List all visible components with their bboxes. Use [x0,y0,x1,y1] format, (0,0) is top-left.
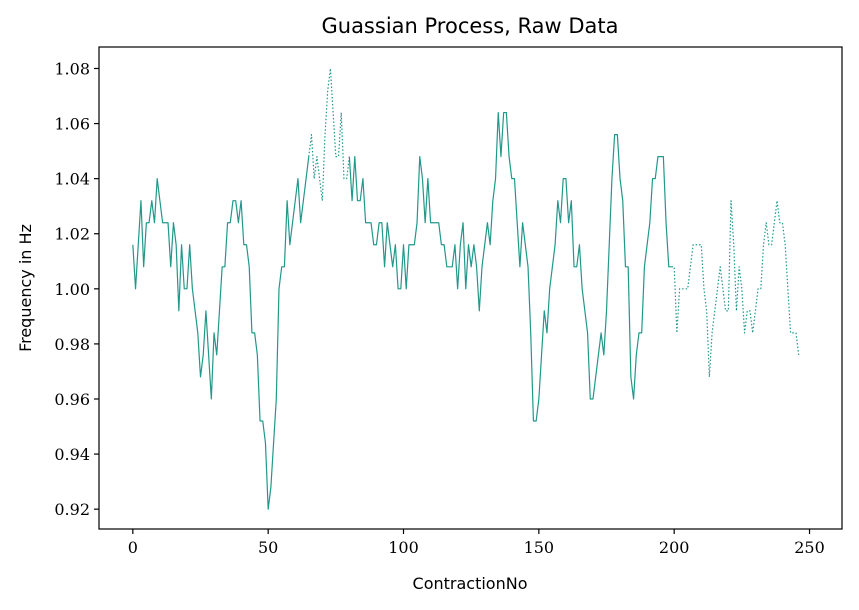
x-tick-label: 200 [659,538,690,557]
y-tick-label: 0.98 [54,335,90,354]
y-axis-label: Frequency in Hz [16,224,35,352]
x-tick-label: 150 [524,538,555,557]
chart-title: Guassian Process, Raw Data [321,14,618,38]
series-segment-solid [348,111,672,422]
x-tick-label: 100 [388,538,419,557]
x-tick-label: 50 [258,538,278,557]
x-axis-label: ContractionNo [413,574,528,593]
series-segment-dotted [671,200,800,378]
y-tick-label: 0.92 [54,500,90,519]
y-tick-label: 1.00 [54,280,90,299]
series-segment-dotted [308,67,350,202]
y-tick-label: 1.06 [54,115,90,134]
x-tick-label: 250 [794,538,825,557]
plot-frame [98,46,843,530]
y-tick-label: 0.94 [54,445,90,464]
y-tick-label: 1.08 [54,59,90,78]
y-tick-label: 1.02 [54,225,90,244]
axis-ticks: 0 50 100 150 200 250 0.92 0.94 0.96 0.98 1.00 1.02 1… [54,59,824,557]
series-segment-solid [132,156,310,510]
y-tick-label: 1.04 [54,170,90,189]
y-tick-label: 0.96 [54,390,90,409]
series-lines [132,67,800,510]
x-tick-label: 0 [128,538,138,557]
